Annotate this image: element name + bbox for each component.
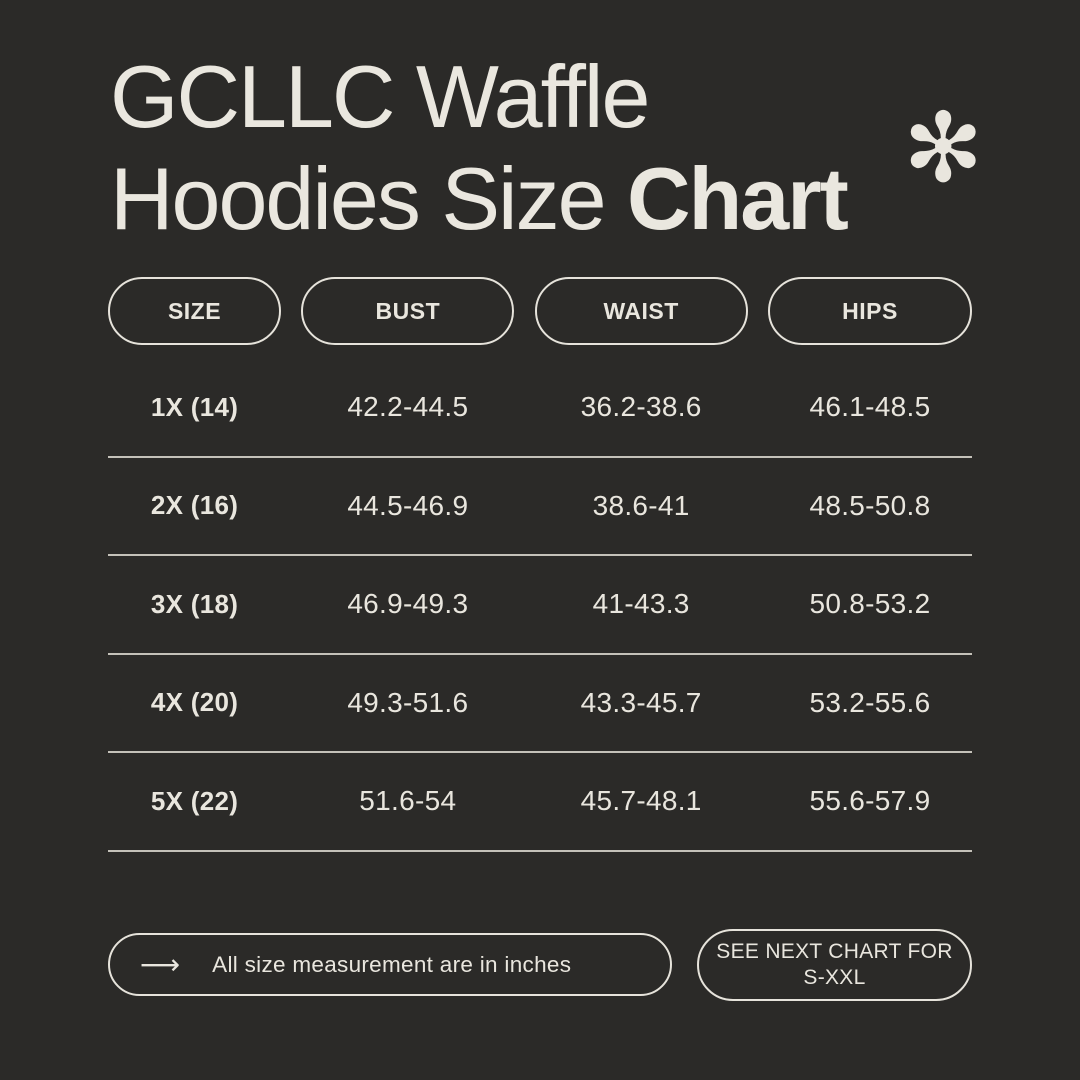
column-header-hips-label: HIPS bbox=[842, 297, 898, 324]
cell-waist: 43.3-45.7 bbox=[580, 686, 702, 718]
table-row-4x: 4X (20) 49.3-51.6 43.3-45.7 53.2-55.6 bbox=[108, 655, 972, 753]
table-row-3x: 3X (18) 46.9-49.3 41-43.3 50.8-53.2 bbox=[108, 556, 972, 655]
cell-bust: 46.9-49.3 bbox=[347, 588, 469, 620]
title-line2-regular: Hoodies Size bbox=[110, 149, 627, 248]
table-row-1x: 1X (14) 42.2-44.5 36.2-38.6 46.1-48.5 bbox=[108, 359, 972, 458]
column-header-waist: WAIST bbox=[534, 277, 748, 345]
cell-hips: 46.1-48.5 bbox=[809, 391, 931, 423]
page-title: GCLLC Waffle Hoodies Size Chart bbox=[110, 46, 849, 250]
cell-hips: 53.2-55.6 bbox=[809, 686, 931, 718]
cell-size: 4X (20) bbox=[150, 687, 239, 718]
cell-hips: 55.6-57.9 bbox=[809, 785, 931, 817]
units-note-pill: ⟶ All size measurement are in inches bbox=[108, 933, 672, 996]
table-row-5x: 5X (22) 51.6-54 45.7-48.1 55.6-57.9 bbox=[108, 753, 972, 852]
asterisk-icon: ✻ bbox=[903, 92, 984, 204]
cell-waist: 41-43.3 bbox=[592, 588, 690, 620]
cell-size: 1X (14) bbox=[150, 391, 239, 422]
cell-bust: 51.6-54 bbox=[359, 785, 457, 817]
cell-waist: 38.6-41 bbox=[592, 489, 690, 521]
cell-bust: 44.5-46.9 bbox=[347, 489, 469, 521]
next-chart-pill: SEE NEXT CHART FOR S-XXL bbox=[697, 929, 972, 1001]
cell-bust: 49.3-51.6 bbox=[347, 686, 469, 718]
cell-size: 5X (22) bbox=[150, 785, 239, 816]
size-table: 1X (14) 42.2-44.5 36.2-38.6 46.1-48.5 2X… bbox=[108, 359, 972, 852]
cell-size: 3X (18) bbox=[150, 588, 239, 619]
next-chart-text: SEE NEXT CHART FOR S-XXL bbox=[716, 940, 953, 989]
table-header-row: SIZE BUST WAIST HIPS bbox=[108, 277, 972, 345]
cell-hips: 48.5-50.8 bbox=[809, 489, 931, 521]
column-header-waist-label: WAIST bbox=[603, 297, 679, 324]
cell-waist: 45.7-48.1 bbox=[580, 785, 702, 817]
column-header-bust: BUST bbox=[301, 277, 515, 345]
table-row-2x: 2X (16) 44.5-46.9 38.6-41 48.5-50.8 bbox=[108, 458, 972, 556]
cell-bust: 42.2-44.5 bbox=[347, 391, 469, 423]
title-line1: GCLLC Waffle bbox=[110, 47, 650, 146]
title-line2-bold: Chart bbox=[626, 149, 849, 248]
cell-hips: 50.8-53.2 bbox=[809, 588, 931, 620]
column-header-bust-label: BUST bbox=[375, 297, 441, 324]
right-arrow-icon: ⟶ bbox=[140, 947, 181, 981]
cell-size: 2X (16) bbox=[150, 490, 239, 521]
units-note-text: All size measurement are in inches bbox=[212, 951, 572, 977]
column-header-size: SIZE bbox=[108, 277, 281, 345]
cell-waist: 36.2-38.6 bbox=[580, 391, 702, 423]
column-header-hips: HIPS bbox=[767, 277, 972, 345]
column-header-size-label: SIZE bbox=[167, 297, 222, 324]
